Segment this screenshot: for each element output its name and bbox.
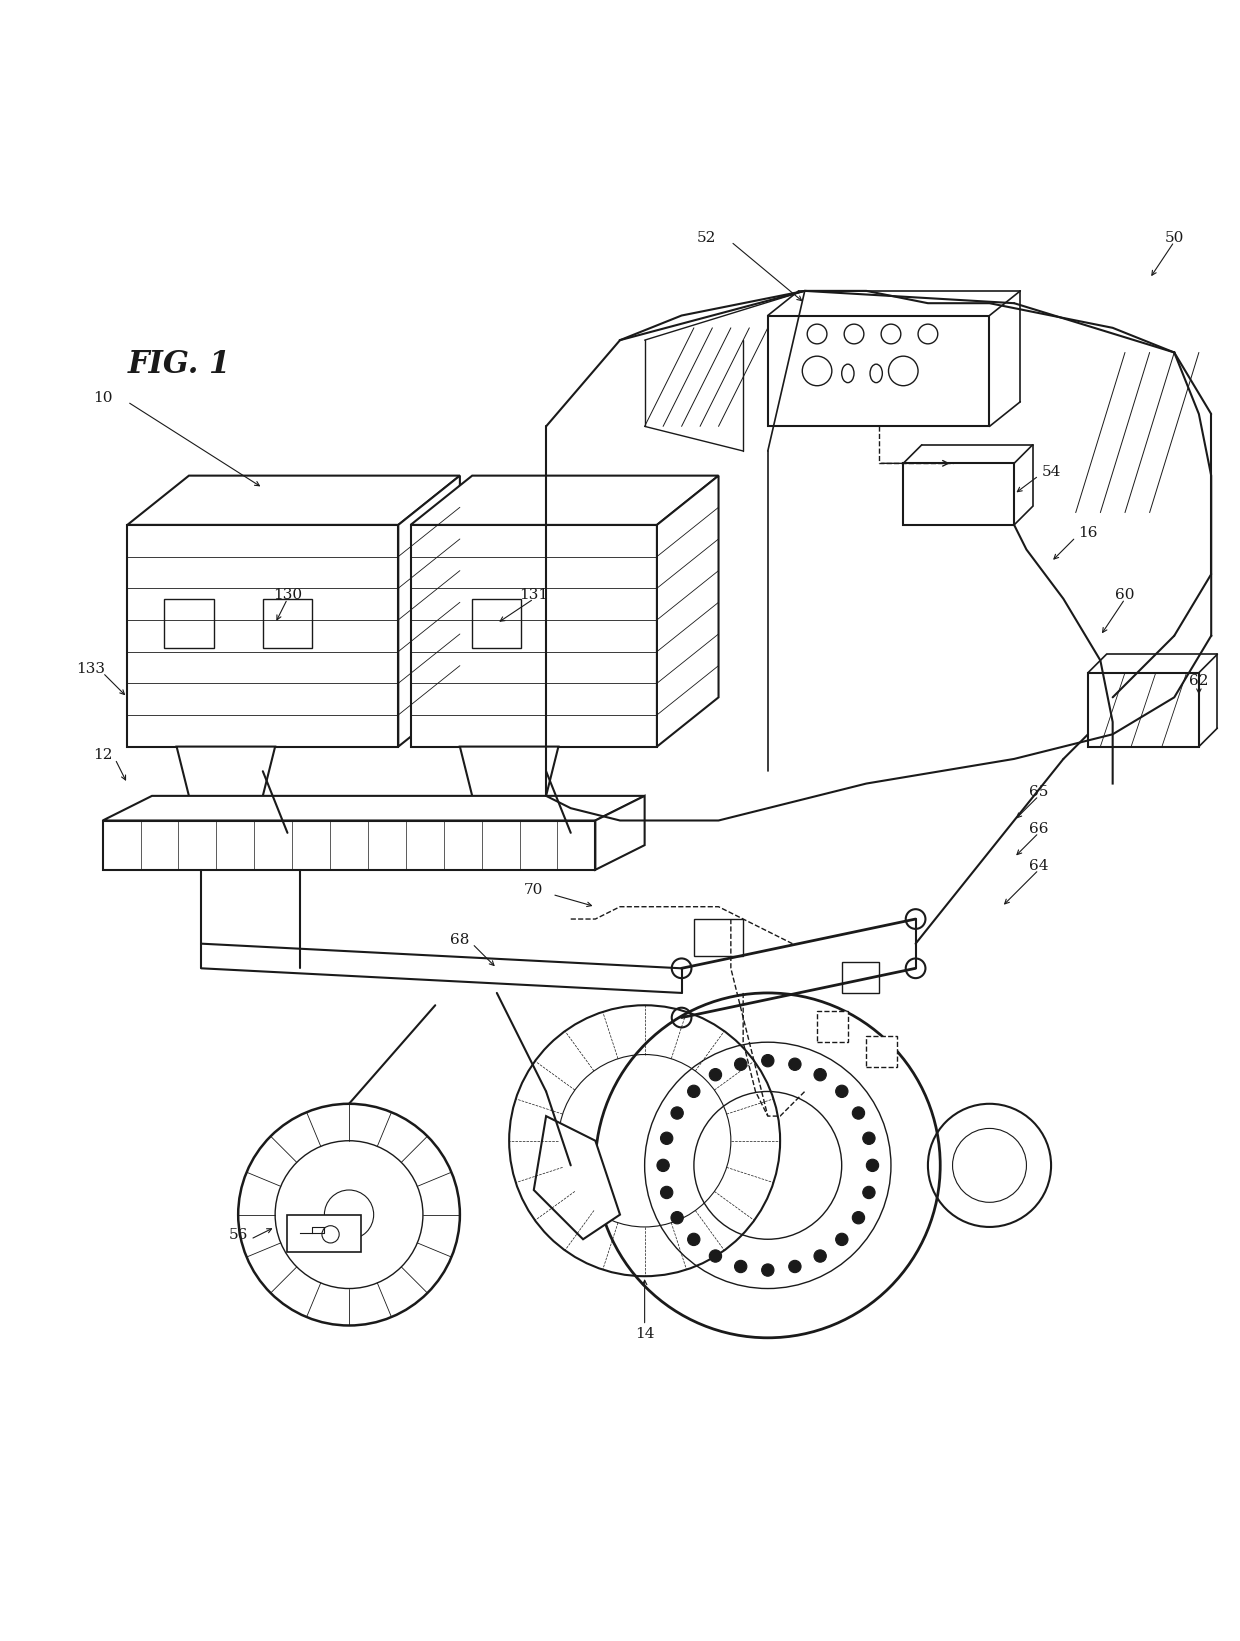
Text: 62: 62: [1189, 674, 1209, 688]
Text: 10: 10: [93, 391, 113, 405]
Bar: [103, 820, 595, 870]
Text: 14: 14: [635, 1328, 655, 1341]
Bar: [164, 599, 213, 648]
Circle shape: [852, 1108, 864, 1119]
Circle shape: [657, 1159, 670, 1172]
Text: 131: 131: [520, 587, 548, 602]
Circle shape: [863, 1132, 875, 1144]
Polygon shape: [103, 796, 645, 820]
Bar: [867, 1035, 897, 1067]
Circle shape: [813, 1250, 826, 1262]
Text: 54: 54: [1042, 464, 1060, 479]
Circle shape: [709, 1250, 722, 1262]
Circle shape: [734, 1058, 746, 1070]
Polygon shape: [410, 476, 718, 525]
Bar: [1087, 673, 1199, 747]
Polygon shape: [128, 476, 460, 525]
Bar: [410, 525, 657, 747]
Circle shape: [761, 1264, 774, 1277]
Circle shape: [761, 1055, 774, 1067]
Text: 52: 52: [697, 231, 715, 245]
Text: 133: 133: [76, 661, 105, 676]
Text: 65: 65: [1029, 784, 1049, 799]
Bar: [694, 919, 743, 957]
Text: FIG. 1: FIG. 1: [128, 350, 231, 381]
Bar: [288, 1214, 361, 1252]
Circle shape: [734, 1260, 746, 1273]
Bar: [472, 599, 522, 648]
Text: 68: 68: [450, 932, 470, 947]
Bar: [903, 463, 1014, 525]
Text: 60: 60: [1115, 587, 1135, 602]
Bar: [263, 599, 312, 648]
Polygon shape: [657, 476, 718, 747]
Text: 130: 130: [273, 587, 303, 602]
Circle shape: [671, 1108, 683, 1119]
Bar: [817, 1011, 848, 1042]
Circle shape: [836, 1234, 848, 1246]
Text: 70: 70: [525, 883, 543, 898]
Circle shape: [867, 1159, 879, 1172]
Circle shape: [852, 1211, 864, 1224]
Circle shape: [813, 1068, 826, 1081]
Text: 16: 16: [1079, 527, 1097, 540]
Polygon shape: [460, 747, 558, 845]
Circle shape: [661, 1132, 673, 1144]
Polygon shape: [533, 1116, 620, 1239]
Text: 12: 12: [93, 748, 113, 761]
Circle shape: [671, 1211, 683, 1224]
Circle shape: [863, 1186, 875, 1198]
Circle shape: [789, 1058, 801, 1070]
Circle shape: [661, 1186, 673, 1198]
Bar: [842, 962, 879, 993]
Circle shape: [688, 1085, 699, 1098]
Bar: [128, 525, 398, 747]
Polygon shape: [176, 747, 275, 845]
Circle shape: [789, 1260, 801, 1273]
Text: 50: 50: [1164, 231, 1184, 245]
Text: 56: 56: [228, 1227, 248, 1242]
Bar: [768, 315, 990, 427]
Circle shape: [836, 1085, 848, 1098]
Circle shape: [688, 1234, 699, 1246]
Circle shape: [709, 1068, 722, 1081]
Polygon shape: [595, 796, 645, 870]
Text: 64: 64: [1029, 858, 1049, 873]
Text: 66: 66: [1029, 822, 1049, 835]
Polygon shape: [398, 476, 460, 747]
